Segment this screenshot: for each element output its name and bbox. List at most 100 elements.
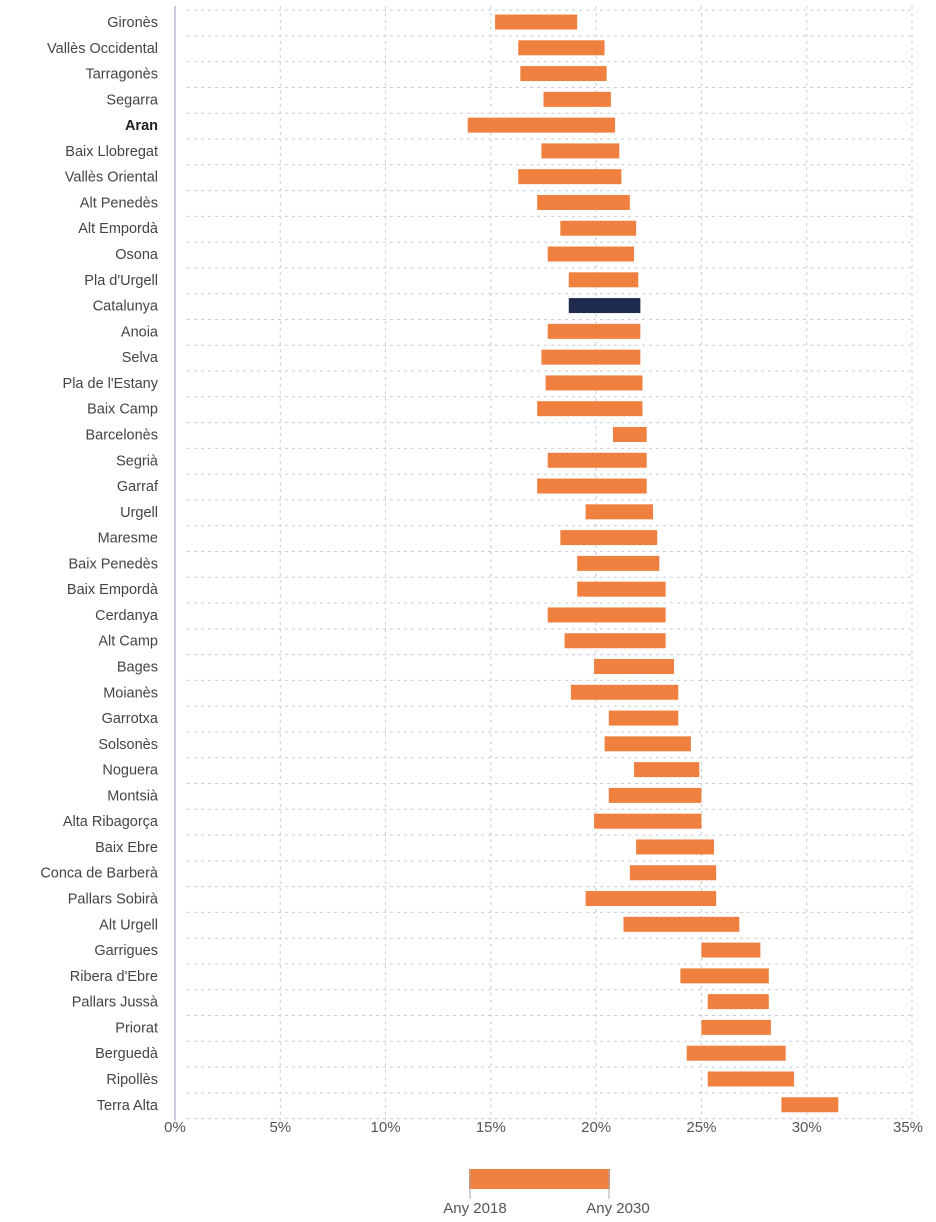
category-label: Anoia <box>121 324 159 340</box>
category-label: Tarragonès <box>85 67 158 83</box>
category-label: Moianès <box>103 685 158 701</box>
bar <box>612 426 647 442</box>
bar <box>537 194 630 210</box>
category-label: Alt Urgell <box>99 917 158 933</box>
category-label: Solsonès <box>98 737 158 753</box>
x-tick-label: 20% <box>581 1119 611 1136</box>
category-label: Bages <box>117 660 158 676</box>
bar <box>623 916 740 932</box>
bar <box>570 684 679 700</box>
gridlines <box>187 6 913 1121</box>
bar <box>701 1019 771 1035</box>
bar <box>608 787 702 803</box>
bar <box>585 891 717 907</box>
category-label: Ripollès <box>106 1072 158 1088</box>
bar <box>634 762 700 778</box>
x-tick-labels: 0% 5% 10% 15% 20% 25% 30% 35% <box>164 1119 923 1136</box>
bar <box>467 117 616 133</box>
category-label: Aran <box>125 118 158 134</box>
category-label: Catalunya <box>93 299 159 315</box>
category-label: Barcelonès <box>85 427 158 443</box>
bar <box>541 349 641 365</box>
category-label: Baix Empordà <box>67 582 159 598</box>
x-tick-label: 25% <box>686 1119 716 1136</box>
legend-range-bar <box>469 1169 610 1189</box>
category-label: Segarra <box>106 92 159 108</box>
category-label: Garraf <box>117 479 159 495</box>
category-label: Montsià <box>107 788 159 804</box>
bar <box>547 607 666 623</box>
category-label: Terra Alta <box>97 1098 159 1114</box>
category-label: Alt Penedès <box>80 195 158 211</box>
category-label: Garrotxa <box>102 711 159 727</box>
x-tick-label: 30% <box>792 1119 822 1136</box>
x-tick-label: 15% <box>476 1119 506 1136</box>
bar <box>560 530 658 546</box>
bar <box>520 66 607 82</box>
category-label: Baix Llobregat <box>65 144 158 160</box>
bar <box>564 633 666 649</box>
category-label: Vallès Oriental <box>65 170 158 186</box>
bar <box>518 169 622 185</box>
bar <box>629 865 717 881</box>
x-tick-label: 0% <box>164 1119 186 1136</box>
category-label: Garrigues <box>94 943 158 959</box>
category-label: Gironès <box>107 15 158 31</box>
legend-start-label: Any 2018 <box>443 1200 506 1217</box>
bar <box>547 452 647 468</box>
bar <box>541 143 620 159</box>
category-label: Pla de l'Estany <box>63 376 159 392</box>
bar <box>537 401 643 417</box>
bar <box>547 246 635 262</box>
bar <box>545 375 643 391</box>
bar <box>707 994 769 1010</box>
category-label: Maresme <box>98 531 158 547</box>
bar <box>781 1097 839 1113</box>
bar <box>560 220 637 236</box>
category-label: Priorat <box>115 1020 158 1036</box>
category-label: Baix Camp <box>87 402 158 418</box>
category-label: Baix Ebre <box>95 840 158 856</box>
category-label: Selva <box>122 350 159 366</box>
bar <box>577 555 660 571</box>
bar-highlight <box>568 298 641 314</box>
bar <box>594 659 675 674</box>
bar <box>518 40 605 56</box>
bar <box>701 942 761 958</box>
bar <box>707 1071 795 1087</box>
category-label: Alt Camp <box>98 634 158 650</box>
bar <box>594 813 702 829</box>
x-tick-label: 35% <box>893 1119 923 1136</box>
category-label: Pla d'Urgell <box>84 273 158 289</box>
category-label: Pallars Sobirà <box>68 892 159 908</box>
category-label: Alta Ribagorça <box>63 814 159 830</box>
category-label: Conca de Barberà <box>40 866 159 882</box>
bar <box>547 323 641 339</box>
bar <box>568 272 639 288</box>
bar <box>577 581 666 597</box>
category-label: Urgell <box>120 505 158 521</box>
bar <box>686 1045 786 1061</box>
legend: Any 2018 Any 2030 <box>443 1169 650 1217</box>
legend-end-label: Any 2030 <box>586 1200 649 1217</box>
category-label: Osona <box>115 247 159 263</box>
bars-group <box>467 14 839 1113</box>
category-label: Segrià <box>116 453 159 469</box>
x-tick-label: 10% <box>371 1119 401 1136</box>
category-label: Vallès Occidental <box>47 41 158 57</box>
bar <box>604 736 691 752</box>
category-label: Alt Empordà <box>78 221 159 237</box>
category-label: Berguedà <box>95 1046 159 1062</box>
bar <box>585 504 653 520</box>
category-label: Ribera d'Ebre <box>70 969 158 985</box>
category-label: Cerdanya <box>95 608 159 624</box>
bar <box>495 14 578 30</box>
category-label: Noguera <box>102 763 159 779</box>
category-label: Baix Penedès <box>69 556 158 572</box>
x-tick-label: 5% <box>269 1119 291 1136</box>
bar <box>537 478 647 494</box>
bar <box>608 710 679 726</box>
bar <box>680 968 769 984</box>
category-labels: Gironès Vallès Occidental Tarragonès Segarr… <box>40 15 159 1114</box>
